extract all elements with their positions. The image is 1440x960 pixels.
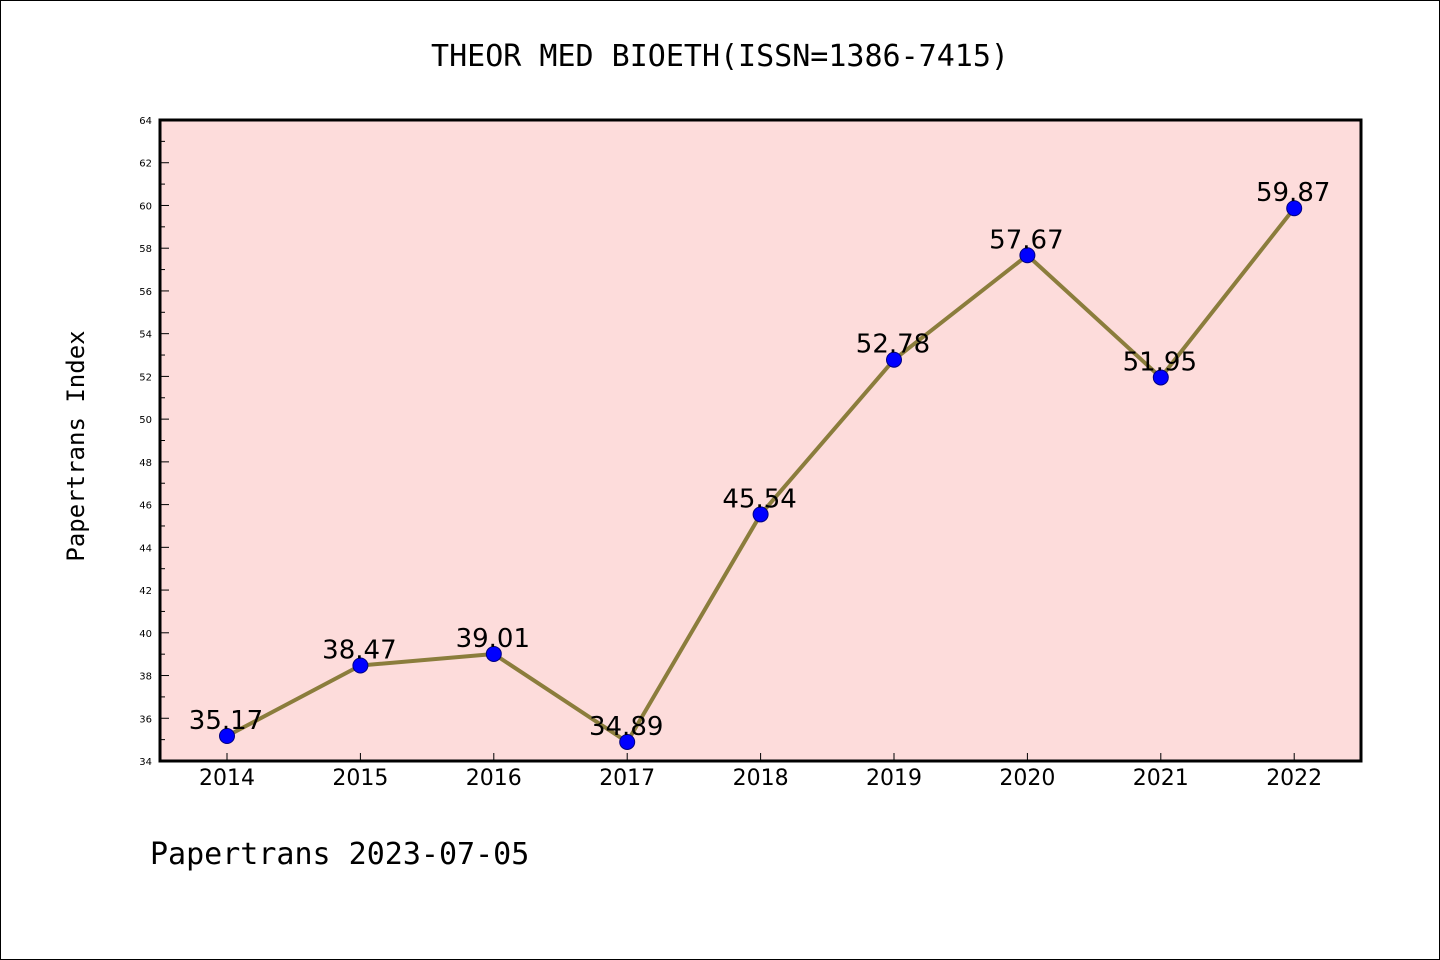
- data-label: 34.89: [589, 712, 663, 742]
- y-tick-label: 52: [139, 372, 152, 383]
- x-tick-label: 2016: [466, 766, 522, 791]
- y-tick-label: 40: [139, 629, 152, 640]
- data-label: 38.47: [322, 635, 396, 665]
- y-tick-label: 62: [139, 159, 152, 170]
- x-tick-label: 2021: [1133, 766, 1189, 791]
- data-markers: [219, 200, 1303, 750]
- data-point: [485, 645, 502, 662]
- data-label: 51.95: [1123, 347, 1197, 377]
- data-label: 45.54: [722, 484, 796, 514]
- x-tick-label: 2022: [1266, 766, 1322, 791]
- data-label: 52.78: [856, 330, 930, 360]
- x-tick-label: 2017: [599, 766, 655, 791]
- y-tick-label: 46: [139, 501, 152, 512]
- x-axis: 2014 2015 2016 2017 2018 2019 2020 2021 2022: [199, 753, 1322, 791]
- data-point: [619, 733, 636, 750]
- data-label: 39.01: [456, 624, 530, 654]
- y-tick-label: 50: [139, 415, 152, 426]
- x-tick-label: 2020: [999, 766, 1055, 791]
- y-tick-label: 54: [139, 330, 152, 341]
- y-tick-label: 42: [139, 586, 152, 597]
- y-tick-label: 58: [139, 244, 152, 255]
- plot-area: [160, 120, 1361, 761]
- y-tick-label: 64: [139, 116, 152, 127]
- plot-border: [158, 118, 1363, 763]
- x-tick-label: 2018: [733, 766, 789, 791]
- data-label: 59.87: [1256, 178, 1330, 208]
- y-tick-label: 36: [139, 714, 152, 725]
- data-point: [752, 506, 769, 523]
- data-point: [1152, 369, 1169, 386]
- chart-title: THEOR MED BIOETH(ISSN=1386-7415): [431, 39, 1009, 74]
- y-tick-label: 34: [139, 757, 152, 768]
- x-tick-label: 2019: [866, 766, 922, 791]
- data-point: [886, 351, 902, 368]
- data-point: [1019, 247, 1036, 264]
- y-tick-label: 44: [139, 543, 152, 554]
- y-tick-label: 60: [139, 201, 152, 212]
- data-point: [352, 657, 369, 674]
- footer-text: Papertrans 2023-07-05: [150, 837, 529, 872]
- data-labels: 35.17 38.47 39.01 34.89 45.54 52.78 57.67 51.95…: [189, 178, 1331, 742]
- y-axis-label: Papertrans Index: [62, 330, 90, 561]
- y-tick-label: 48: [139, 458, 152, 469]
- x-tick-label: 2015: [332, 766, 388, 791]
- data-label: 35.17: [189, 706, 263, 736]
- data-point: [219, 728, 235, 745]
- y-tick-label: 56: [139, 287, 152, 298]
- data-label: 57.67: [989, 225, 1063, 255]
- x-tick-label: 2014: [199, 766, 255, 791]
- y-tick-label: 38: [139, 672, 152, 683]
- data-point: [1286, 200, 1303, 217]
